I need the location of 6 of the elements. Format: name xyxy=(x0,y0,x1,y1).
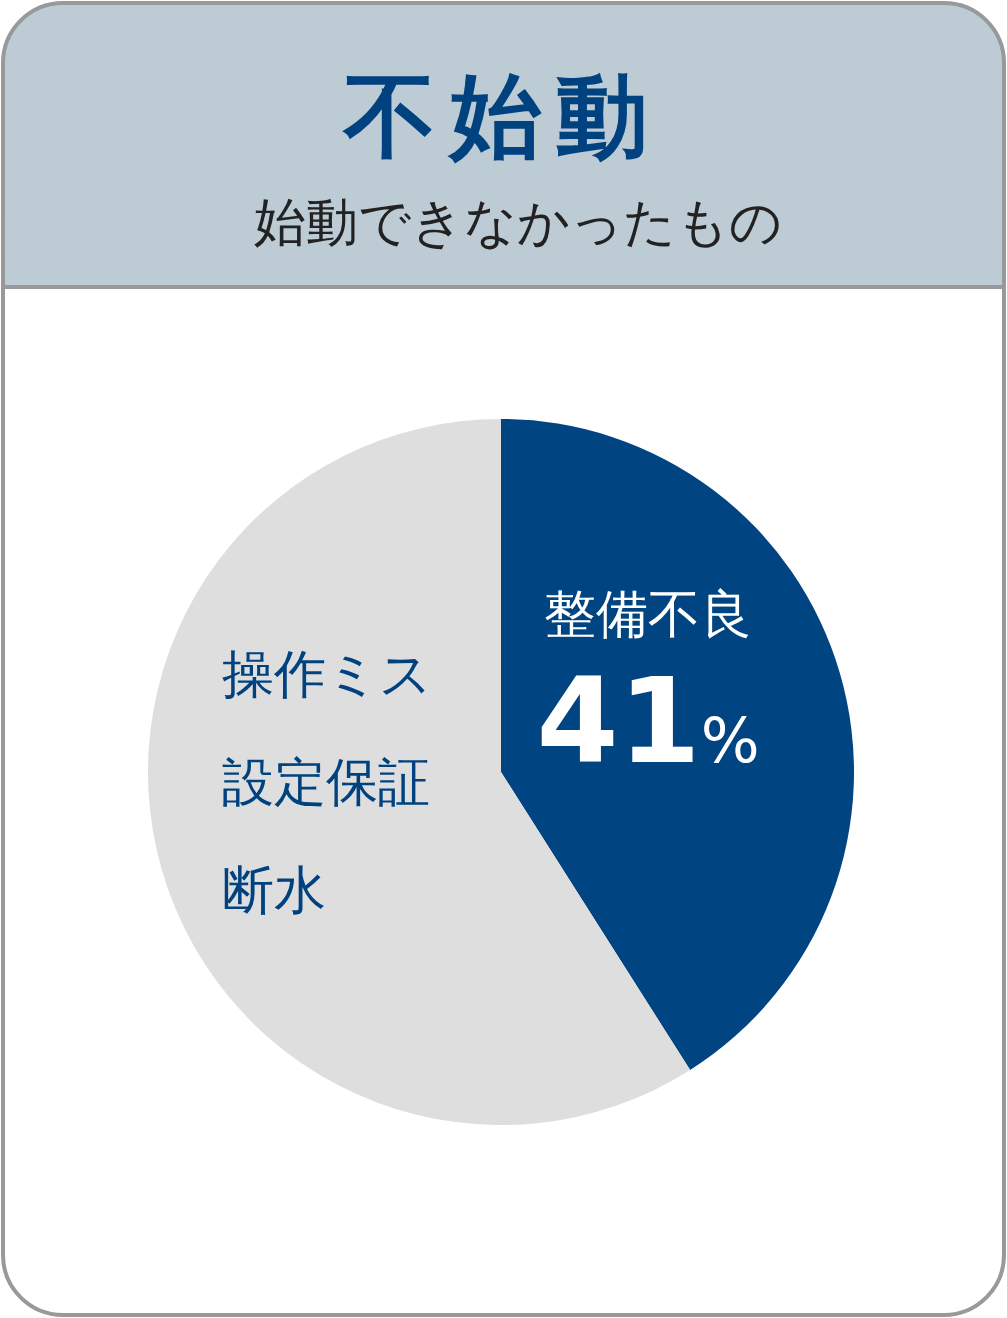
data-label: 41% xyxy=(536,652,760,790)
slice-label: 操作ミス設定保証断水 xyxy=(222,644,432,920)
slice-label: 整備不良 xyxy=(544,584,752,644)
pie-slice xyxy=(501,419,854,1071)
chart-subtitle: 始動できなかったもの xyxy=(254,192,782,252)
chart-title: 不始動 xyxy=(342,63,662,170)
